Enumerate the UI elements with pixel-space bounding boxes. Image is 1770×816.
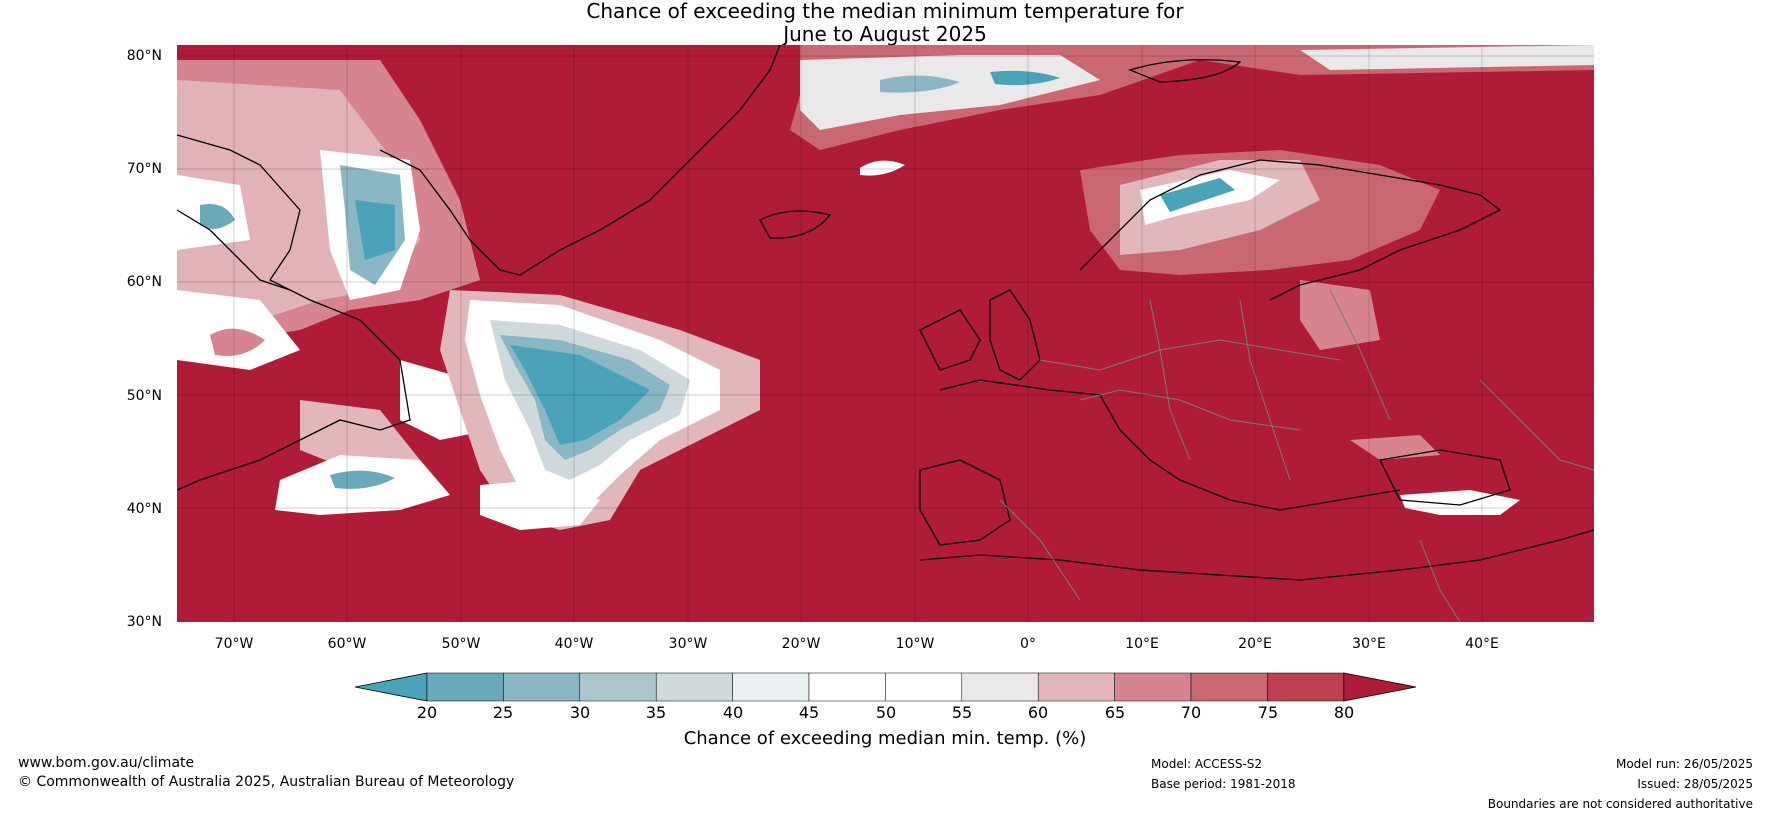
lat-label-40n: 40°N (126, 501, 162, 517)
colorbar-segment (732, 672, 810, 702)
scandinavia-region (1080, 150, 1440, 350)
map-area (177, 45, 1594, 622)
website-link[interactable]: www.bom.gov.au/climate (18, 755, 195, 771)
lon-label-30e: 30°E (1352, 636, 1386, 652)
model-run-text: Model run: 26/05/2025 (1615, 757, 1753, 771)
issued-text: Issued: 28/05/2025 (1637, 777, 1753, 791)
cb-tick-45: 45 (798, 703, 820, 722)
country-borders (999, 289, 1594, 622)
colorbar-extend-high (1343, 672, 1417, 702)
title-line-2: June to August 2025 (783, 22, 987, 46)
lon-label-60w: 60°W (327, 636, 367, 652)
cb-tick-65: 65 (1104, 703, 1126, 722)
canada-north-region (177, 60, 480, 370)
chart-title: Chance of exceeding the median minimum t… (0, 0, 1770, 46)
lat-label-50n: 50°N (126, 388, 162, 404)
lon-label-20e: 20°E (1238, 636, 1272, 652)
title-line-1: Chance of exceeding the median minimum t… (586, 0, 1184, 23)
colorbar (354, 672, 1417, 702)
lat-label-70n: 70°N (126, 161, 162, 177)
colorbar-segment (1114, 672, 1192, 702)
cb-tick-70: 70 (1180, 703, 1202, 722)
cb-tick-55: 55 (951, 703, 973, 722)
lon-label-0: 0° (1020, 636, 1036, 652)
lon-label-20w: 20°W (781, 636, 821, 652)
colorbar-segment (1037, 672, 1115, 702)
southwest-patch (275, 455, 600, 530)
cb-tick-40: 40 (722, 703, 744, 722)
colorbar-segment (1190, 672, 1268, 702)
atlantic-cool-anomaly (440, 290, 760, 530)
model-text: Model: ACCESS-S2 (1151, 757, 1263, 771)
cb-tick-20: 20 (416, 703, 438, 722)
lon-label-30w: 30°W (668, 636, 708, 652)
lon-label-50w: 50°W (441, 636, 481, 652)
lat-label-30n: 30°N (126, 614, 162, 630)
lon-label-40w: 40°W (554, 636, 594, 652)
colorbar-segment (1267, 672, 1345, 702)
colorbar-label: Chance of exceeding median min. temp. (%… (683, 728, 1087, 749)
disclaimer-text: Boundaries are not considered authoritat… (1487, 797, 1753, 811)
colorbar-segment (579, 672, 657, 702)
lon-label-10w: 10°W (895, 636, 935, 652)
lon-label-40e: 40°E (1465, 636, 1499, 652)
coastlines (177, 45, 1594, 581)
colorbar-extend-low (354, 672, 428, 702)
lat-label-80n: 80°N (126, 48, 162, 64)
arctic-band-region (790, 45, 1594, 176)
cb-tick-25: 25 (492, 703, 514, 722)
cb-tick-35: 35 (645, 703, 667, 722)
copyright-text: © Commonwealth of Australia 2025, Austra… (18, 774, 515, 790)
colorbar-segment (808, 672, 886, 702)
cb-tick-60: 60 (1027, 703, 1049, 722)
gridlines (177, 45, 1594, 622)
cb-tick-80: 80 (1333, 703, 1355, 722)
lon-label-70w: 70°W (214, 636, 254, 652)
lon-label-10e: 10°E (1125, 636, 1159, 652)
lat-label-60n: 60°N (126, 274, 162, 290)
cb-tick-75: 75 (1257, 703, 1279, 722)
cb-tick-30: 30 (569, 703, 591, 722)
colorbar-segment (961, 672, 1039, 702)
cb-tick-50: 50 (875, 703, 897, 722)
base-period-text: Base period: 1981-2018 (1151, 777, 1296, 791)
colorbar-segment (655, 672, 733, 702)
colorbar-segment (503, 672, 581, 702)
colorbar-segment (426, 672, 504, 702)
colorbar-segment (885, 672, 963, 702)
